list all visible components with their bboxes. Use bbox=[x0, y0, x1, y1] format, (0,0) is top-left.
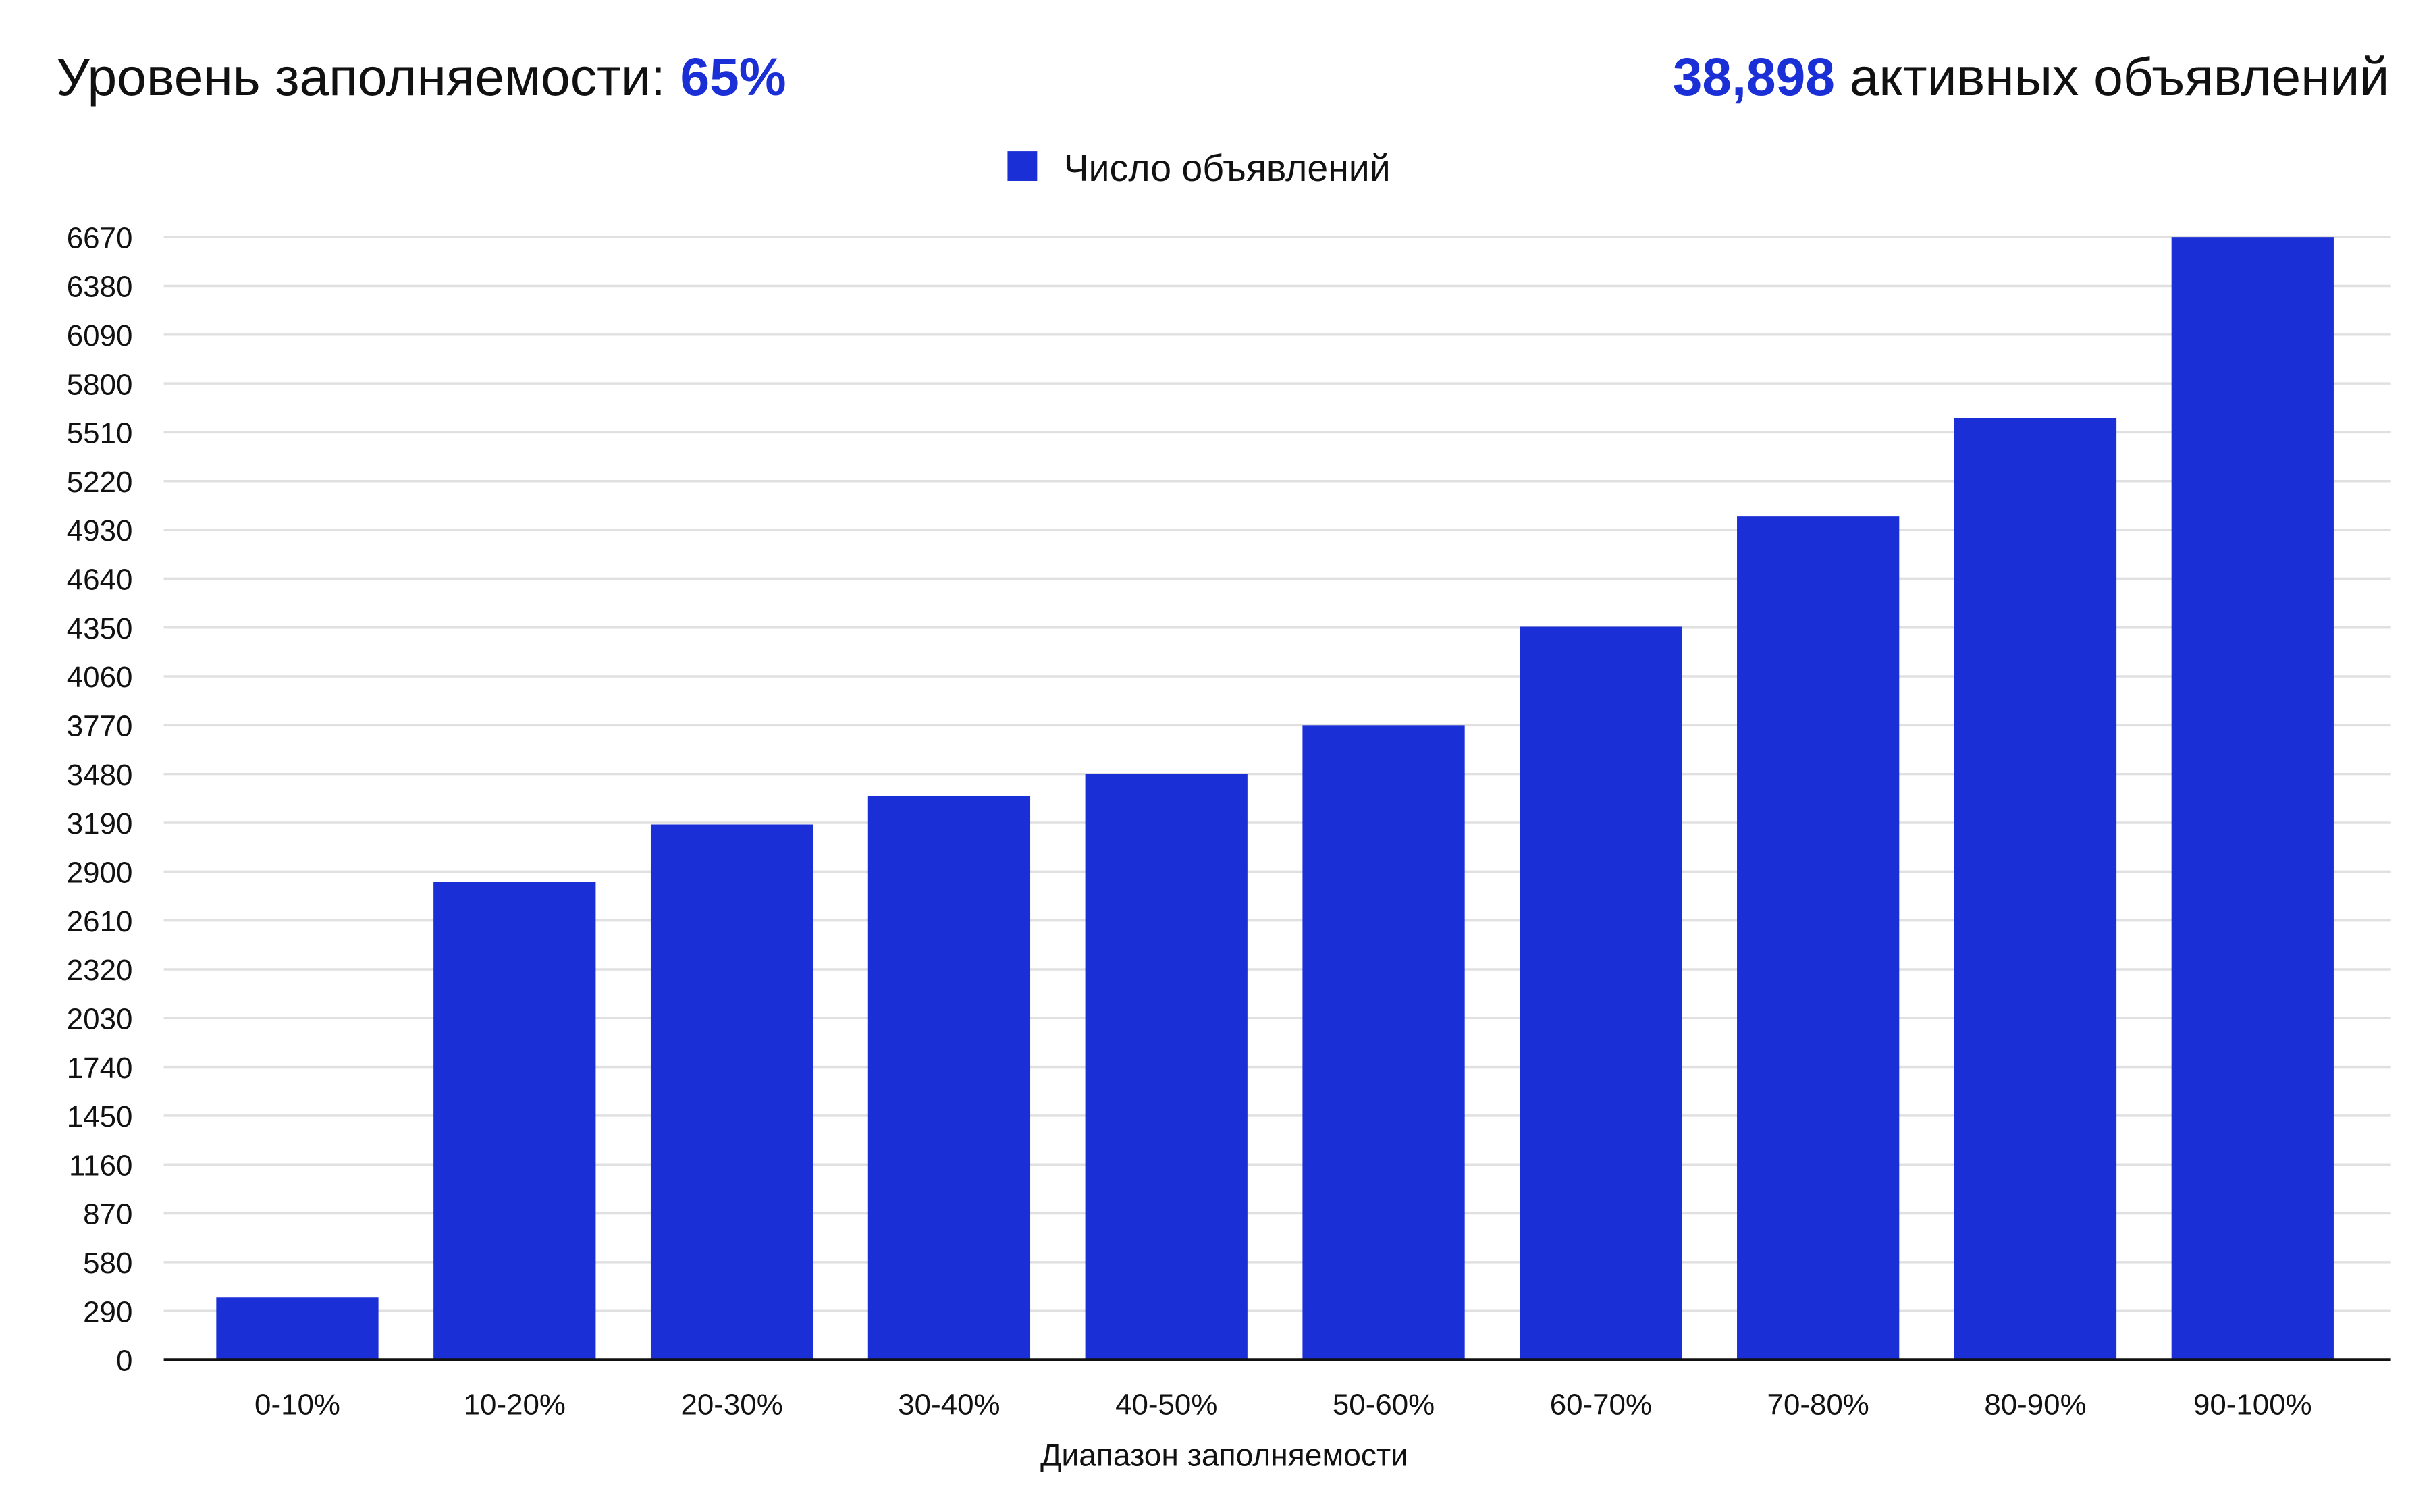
bar-80-90%[interactable] bbox=[1954, 418, 2117, 1360]
bar-40-50%[interactable] bbox=[1085, 774, 1248, 1360]
x-tick-label: 40-50% bbox=[1115, 1388, 1217, 1421]
occupancy-value: 65% bbox=[680, 47, 786, 107]
bar-0-10%[interactable] bbox=[216, 1297, 379, 1360]
y-tick-label: 4350 bbox=[67, 612, 133, 645]
bars bbox=[216, 237, 2334, 1360]
x-tick-label: 80-90% bbox=[1984, 1388, 2086, 1421]
y-tick-label: 4060 bbox=[67, 661, 133, 694]
bar-30-40%[interactable] bbox=[867, 796, 1031, 1360]
legend-swatch bbox=[1007, 151, 1038, 181]
y-tick-label: 4930 bbox=[67, 514, 133, 547]
active-listings-count: 38,898 bbox=[1673, 47, 1835, 107]
x-tick-label: 0-10% bbox=[255, 1388, 340, 1421]
active-listings-label: активных объявлений bbox=[1835, 47, 2389, 107]
y-tick-label: 3190 bbox=[67, 807, 133, 840]
y-tick-label: 3480 bbox=[67, 759, 133, 792]
y-tick-label: 2030 bbox=[67, 1002, 133, 1035]
x-tick-label: 10-20% bbox=[464, 1388, 566, 1421]
y-tick-label: 1450 bbox=[67, 1100, 133, 1133]
bar-90-100%[interactable] bbox=[2171, 237, 2334, 1360]
bar-20-30%[interactable] bbox=[650, 824, 813, 1360]
y-tick-label: 5510 bbox=[67, 417, 133, 450]
y-tick-label: 580 bbox=[83, 1247, 132, 1280]
x-axis-label: Диапазон заполняемости bbox=[1040, 1438, 1408, 1473]
y-axis-ticks: 0 290 580 870 1160 1450 1740 2030 2320 2610 2900 31… bbox=[67, 221, 133, 1377]
y-tick-label: 290 bbox=[83, 1295, 132, 1328]
x-tick-label: 60-70% bbox=[1550, 1388, 1652, 1421]
y-tick-label: 0 bbox=[116, 1345, 132, 1378]
legend-label[interactable]: Число объявлений bbox=[1064, 147, 1391, 189]
y-tick-label: 6670 bbox=[67, 221, 133, 254]
y-tick-label: 2320 bbox=[67, 954, 133, 987]
x-tick-label: 30-40% bbox=[898, 1388, 1000, 1421]
x-tick-label: 20-30% bbox=[680, 1388, 782, 1421]
y-tick-label: 6090 bbox=[67, 319, 133, 352]
y-tick-label: 870 bbox=[83, 1198, 132, 1231]
y-tick-label: 5220 bbox=[67, 466, 133, 499]
occupancy-title: Уровень заполняемости: 65% bbox=[56, 47, 786, 107]
y-tick-label: 6380 bbox=[67, 271, 133, 304]
occupancy-label: Уровень заполняемости: bbox=[56, 47, 680, 107]
y-tick-label: 2900 bbox=[67, 856, 133, 889]
y-tick-label: 4640 bbox=[67, 564, 133, 597]
y-tick-label: 3770 bbox=[67, 710, 133, 743]
active-listings-title: 38,898 активных объявлений bbox=[1673, 47, 2390, 107]
y-tick-label: 1160 bbox=[69, 1149, 132, 1182]
y-tick-label: 2610 bbox=[67, 905, 133, 938]
bar-70-80%[interactable] bbox=[1737, 516, 1900, 1360]
y-tick-label: 5800 bbox=[67, 368, 133, 401]
x-tick-label: 90-100% bbox=[2193, 1388, 2312, 1421]
y-tick-label: 1740 bbox=[67, 1052, 133, 1085]
x-tick-label: 70-80% bbox=[1767, 1388, 1869, 1421]
x-tick-label: 50-60% bbox=[1333, 1388, 1435, 1421]
bar-10-20%[interactable] bbox=[433, 882, 596, 1360]
bar-60-70%[interactable] bbox=[1520, 626, 1682, 1360]
x-axis-ticks: 0-10% 10-20% 20-30% 30-40% 40-50% 50-60% 60-70… bbox=[255, 1388, 2312, 1421]
bar-50-60%[interactable] bbox=[1302, 725, 1465, 1360]
